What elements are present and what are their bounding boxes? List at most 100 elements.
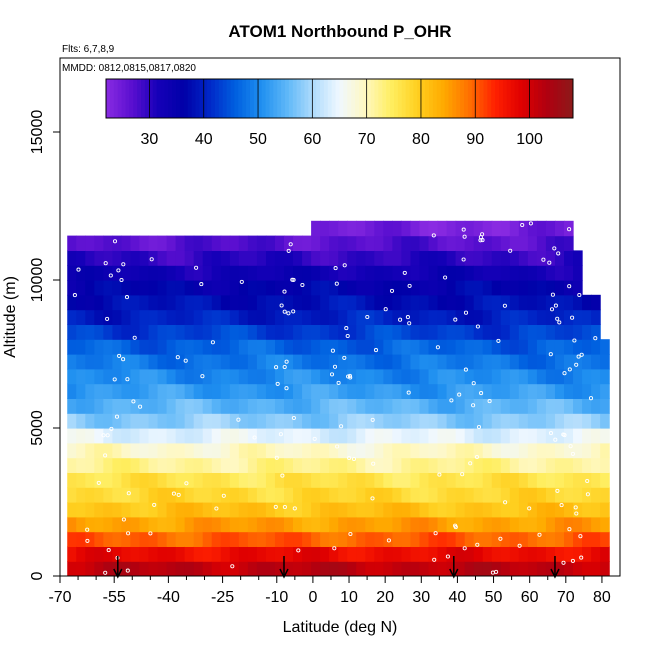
heatmap-cell bbox=[67, 516, 77, 533]
heatmap-cell bbox=[446, 457, 457, 473]
heatmap-cell bbox=[491, 354, 502, 370]
heatmap-cell bbox=[392, 235, 403, 251]
heatmap-cell bbox=[401, 368, 412, 385]
heatmap-cell bbox=[67, 235, 77, 251]
heatmap-cell bbox=[256, 294, 267, 311]
heatmap-cell bbox=[338, 354, 348, 370]
heatmap-cell bbox=[293, 502, 303, 518]
heatmap-cell bbox=[356, 324, 366, 340]
heatmap-cell bbox=[139, 516, 150, 533]
heatmap-cell bbox=[76, 235, 86, 251]
heatmap-cell bbox=[573, 442, 583, 459]
heatmap-cell bbox=[175, 428, 186, 444]
heatmap-cell bbox=[338, 235, 348, 251]
heatmap-cell bbox=[564, 235, 574, 251]
heatmap-cell bbox=[545, 472, 556, 488]
observation-point bbox=[300, 282, 305, 288]
heatmap-cell bbox=[220, 368, 231, 385]
observation-point bbox=[342, 355, 347, 360]
heatmap-cell bbox=[365, 383, 375, 399]
colorbar-segment bbox=[351, 79, 356, 118]
colorbar-segment bbox=[432, 79, 438, 118]
heatmap-cell bbox=[184, 561, 195, 576]
heatmap-cell bbox=[94, 413, 104, 429]
heatmap-cell bbox=[410, 280, 421, 296]
heatmap-cell bbox=[464, 220, 475, 237]
heatmap-cell bbox=[67, 457, 77, 473]
heatmap-cell bbox=[374, 368, 384, 385]
colorbar-segment bbox=[234, 79, 239, 118]
heatmap-cell bbox=[564, 546, 574, 562]
heatmap-cell bbox=[518, 398, 529, 414]
heatmap-cell bbox=[437, 368, 448, 385]
heatmap-cell bbox=[293, 250, 303, 266]
heatmap-cell bbox=[347, 265, 357, 281]
heatmap-cell bbox=[284, 368, 294, 385]
heatmap-cell bbox=[356, 442, 366, 459]
heatmap-cell bbox=[428, 280, 439, 296]
observation-point bbox=[273, 504, 278, 509]
observation-point bbox=[183, 358, 188, 363]
heatmap-cell bbox=[139, 265, 150, 281]
heatmap-cell bbox=[67, 442, 77, 459]
heatmap-cell bbox=[401, 324, 412, 340]
heatmap-cell bbox=[500, 428, 511, 444]
heatmap-cell bbox=[536, 487, 547, 503]
heatmap-cell bbox=[85, 457, 95, 473]
heatmap-cell bbox=[302, 324, 312, 340]
heatmap-cell bbox=[238, 457, 249, 473]
observation-point bbox=[132, 335, 137, 340]
heatmap-cell bbox=[193, 546, 204, 562]
heatmap-cell bbox=[518, 339, 529, 355]
heatmap-cell bbox=[518, 487, 529, 503]
observation-point bbox=[339, 424, 344, 429]
heatmap-cell bbox=[419, 324, 430, 340]
colorbar-tick-label: 50 bbox=[249, 131, 267, 148]
heatmap-cell bbox=[67, 413, 77, 429]
heatmap-cell bbox=[229, 324, 240, 340]
colorbar-segment bbox=[537, 79, 543, 118]
heatmap-cell bbox=[464, 354, 475, 370]
heatmap-cell bbox=[229, 265, 240, 281]
colorbar-segment bbox=[137, 79, 142, 118]
observation-point bbox=[527, 506, 532, 511]
heatmap-cell bbox=[130, 265, 141, 281]
observation-point bbox=[152, 502, 157, 507]
heatmap-cell bbox=[383, 442, 393, 459]
heatmap-cell bbox=[509, 442, 520, 459]
heatmap-cell bbox=[365, 472, 375, 488]
heatmap-cell bbox=[347, 531, 357, 547]
heatmap-cell bbox=[166, 324, 177, 340]
heatmap-cell bbox=[112, 250, 123, 266]
heatmap-cell bbox=[446, 487, 457, 503]
heatmap-cell bbox=[220, 516, 231, 533]
heatmap-cell bbox=[545, 383, 556, 399]
heatmap-cell bbox=[302, 339, 312, 355]
heatmap-cell bbox=[329, 309, 339, 325]
colorbar-segment bbox=[397, 79, 403, 118]
observation-point bbox=[221, 493, 226, 498]
observation-point bbox=[576, 354, 581, 359]
heatmap-cell bbox=[94, 531, 104, 547]
heatmap-cell bbox=[112, 354, 123, 370]
heatmap-cell bbox=[184, 354, 195, 370]
colorbar-segment bbox=[207, 79, 212, 118]
colorbar-segment bbox=[343, 79, 348, 118]
observation-point bbox=[574, 511, 579, 516]
observation-point bbox=[461, 227, 466, 232]
heatmap-cell bbox=[166, 413, 177, 429]
heatmap-cell bbox=[229, 516, 240, 533]
heatmap-cell bbox=[220, 339, 231, 355]
heatmap-cell bbox=[320, 265, 330, 281]
heatmap-cell bbox=[482, 546, 493, 562]
heatmap-cell bbox=[365, 220, 375, 237]
heatmap-cell bbox=[482, 368, 493, 385]
heatmap-cell bbox=[527, 531, 538, 547]
heatmap-cell bbox=[121, 561, 132, 576]
heatmap-cell bbox=[302, 383, 312, 399]
observation-point bbox=[588, 396, 594, 401]
heatmap-cell bbox=[157, 265, 168, 281]
heatmap-cell bbox=[148, 309, 159, 325]
heatmap-cell bbox=[76, 354, 86, 370]
